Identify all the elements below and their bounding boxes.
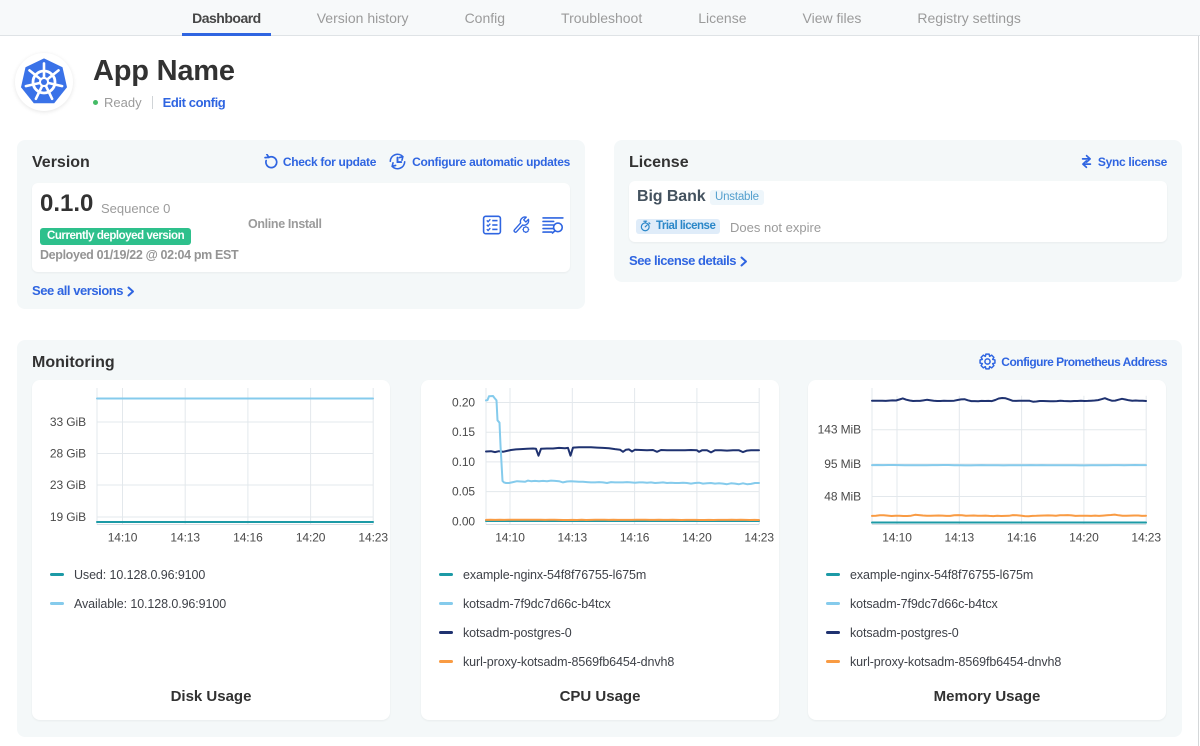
svg-text:48 MiB: 48 MiB	[824, 490, 861, 504]
svg-text:14:10: 14:10	[882, 531, 912, 545]
svg-text:95 MiB: 95 MiB	[824, 457, 861, 471]
svg-text:14:10: 14:10	[495, 531, 525, 545]
svg-text:14:23: 14:23	[358, 531, 388, 545]
svg-text:0.20: 0.20	[452, 396, 475, 410]
svg-text:143 MiB: 143 MiB	[818, 423, 861, 437]
svg-text:33 GiB: 33 GiB	[50, 415, 86, 429]
svg-text:0.00: 0.00	[452, 514, 475, 528]
svg-text:14:20: 14:20	[1069, 531, 1099, 545]
svg-text:14:16: 14:16	[620, 531, 650, 545]
svg-text:23 GiB: 23 GiB	[50, 478, 86, 492]
svg-text:28 GiB: 28 GiB	[50, 447, 86, 461]
svg-text:14:16: 14:16	[1007, 531, 1037, 545]
svg-text:14:16: 14:16	[233, 531, 263, 545]
svg-text:0.10: 0.10	[452, 455, 475, 469]
svg-text:0.15: 0.15	[452, 425, 475, 439]
svg-text:14:23: 14:23	[744, 531, 774, 545]
svg-text:14:13: 14:13	[170, 531, 200, 545]
svg-text:14:23: 14:23	[1131, 531, 1161, 545]
svg-text:0.05: 0.05	[452, 485, 475, 499]
svg-text:14:13: 14:13	[945, 531, 975, 545]
svg-text:19 GiB: 19 GiB	[50, 510, 86, 524]
svg-text:14:20: 14:20	[296, 531, 326, 545]
svg-text:14:20: 14:20	[682, 531, 712, 545]
svg-text:14:13: 14:13	[558, 531, 588, 545]
svg-text:14:10: 14:10	[108, 531, 138, 545]
